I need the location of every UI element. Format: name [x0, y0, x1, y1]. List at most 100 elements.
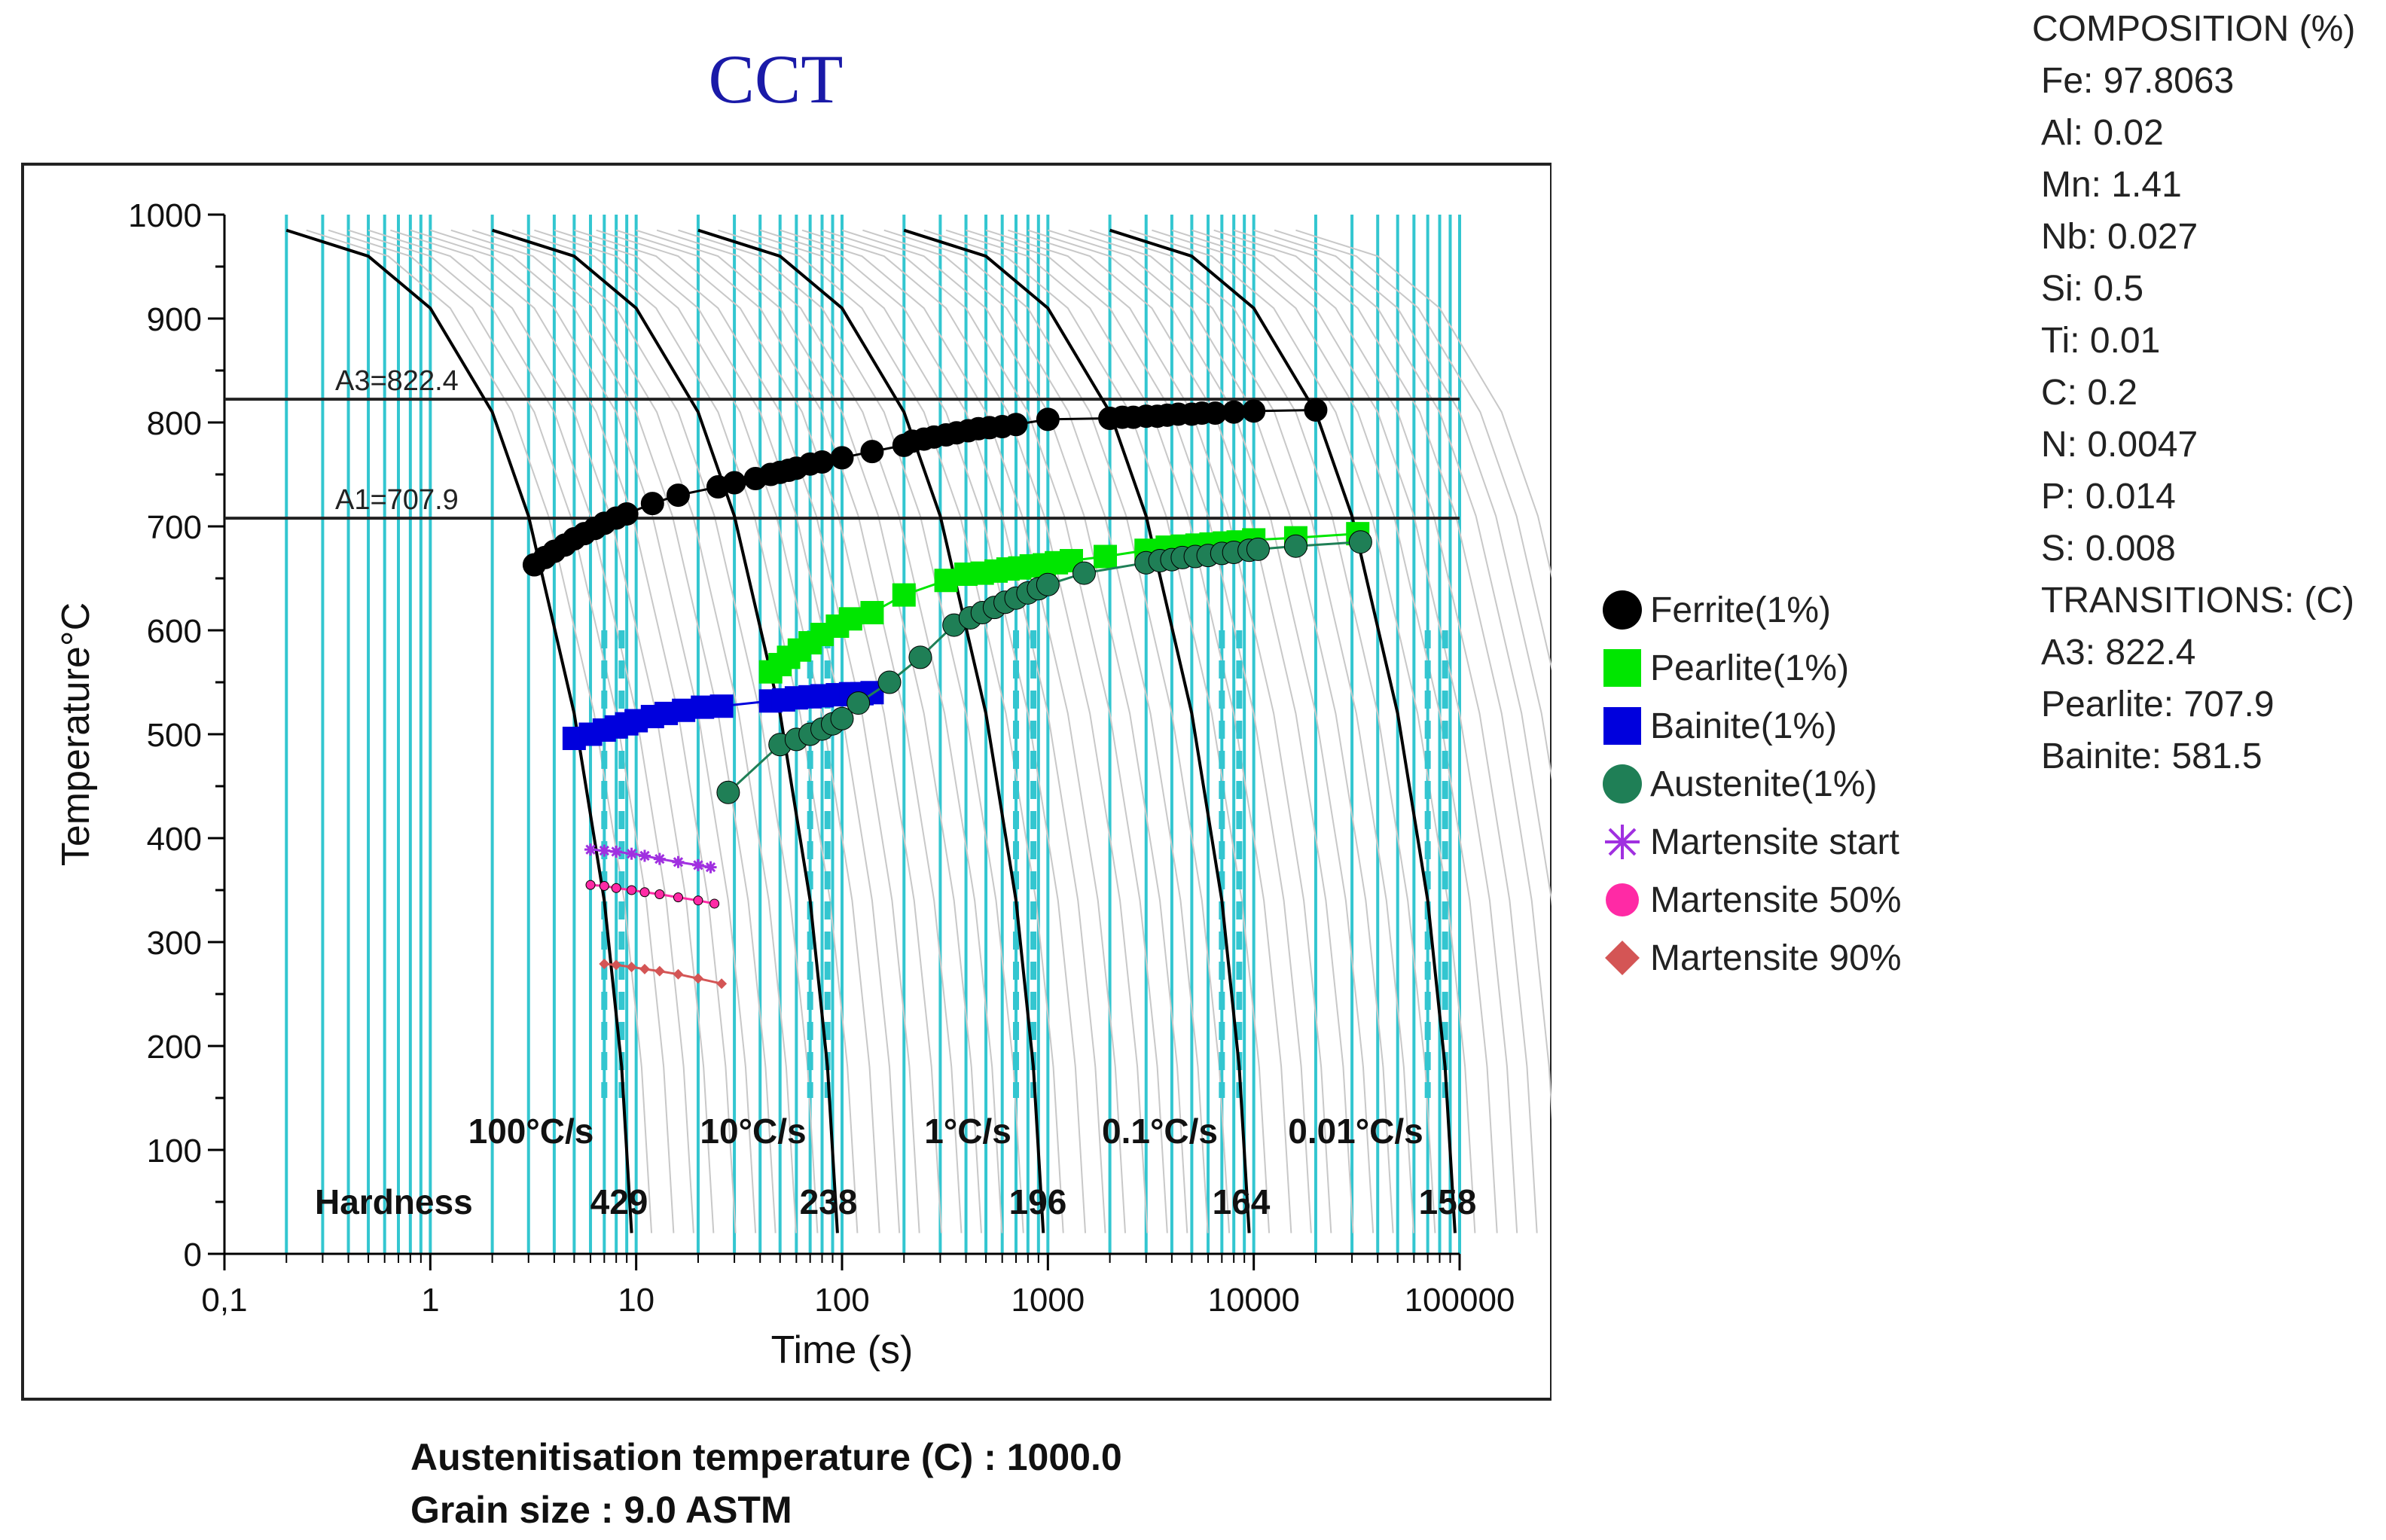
x-tick-label: 10000 [1207, 1282, 1299, 1319]
x-tick-label: 0,1 [201, 1282, 247, 1319]
data-point [830, 446, 854, 470]
data-point [673, 892, 683, 903]
background-cooling-curve [1129, 229, 1476, 1234]
legend-item: Pearlite(1%) [1600, 642, 1849, 694]
background-cooling-curve [1048, 229, 1394, 1234]
legend-item: Martensite start [1600, 816, 1899, 868]
data-point [599, 958, 610, 969]
data-point [639, 887, 650, 898]
background-cooling-curve [410, 229, 757, 1234]
background-cooling-curve [966, 229, 1312, 1234]
background-cooling-curve [862, 229, 1209, 1234]
background-cooling-curve [554, 229, 901, 1234]
data-point [1283, 534, 1307, 558]
data-point [610, 845, 623, 858]
legend-marker-shape [1603, 764, 1642, 804]
background-cooling-curve [1068, 229, 1415, 1234]
transition-item: Bainite: 581.5 [2041, 736, 2262, 776]
legend-label: Austenite(1%) [1650, 764, 1878, 804]
data-point [709, 694, 734, 718]
background-cooling-curve [328, 229, 675, 1234]
y-tick-label: 700 [147, 509, 202, 546]
cooling-curve [697, 228, 1045, 1234]
austenitisation-temperature: Austenitisation temperature (C) : 1000.0 [410, 1436, 1122, 1478]
legend-marker-shape [1605, 941, 1640, 975]
background-cooling-curve [534, 229, 880, 1234]
x-tick-label: 10 [618, 1282, 654, 1319]
y-axis-label: Temperature°C [54, 602, 98, 866]
y-tick-label: 100 [147, 1133, 202, 1169]
star-stroke [585, 844, 596, 855]
background-cooling-curve [822, 229, 1168, 1234]
x-tick-label: 1 [421, 1282, 439, 1319]
legend-label: Bainite(1%) [1650, 706, 1838, 746]
reference-line-label: A1=707.9 [335, 484, 459, 516]
data-point [653, 852, 666, 865]
legend-marker-shape [1603, 590, 1642, 630]
background-cooling-curve [430, 229, 777, 1234]
background-cooling-curve [1191, 229, 1538, 1234]
x-tick-label: 1000 [1011, 1282, 1085, 1319]
data-point [625, 847, 638, 860]
footer-info: Austenitisation temperature (C) : 1000.0… [410, 1431, 1122, 1536]
background-cooling-curve [1295, 229, 1552, 578]
background-cooling-curve [1089, 229, 1436, 1234]
legend-marker [1603, 764, 1642, 804]
legend-label: Ferrite(1%) [1650, 590, 1832, 630]
reference-line-label: A3=822.4 [335, 365, 459, 397]
hardness-value: 196 [1009, 1182, 1067, 1221]
star-stroke [639, 850, 650, 861]
x-tick-label: 100000 [1405, 1282, 1515, 1319]
background-cooling-curve [718, 229, 1064, 1234]
data-point [709, 898, 720, 909]
background-cooling-curve [1027, 229, 1375, 1234]
data-point [838, 607, 862, 631]
data-point [585, 880, 596, 890]
legend-item: Austenite(1%) [1600, 758, 1877, 810]
legend-label: Martensite 90% [1650, 938, 1902, 978]
data-point [1348, 530, 1372, 554]
composition-item: Nb: 0.027 [2041, 217, 2198, 257]
cooling-curve [492, 228, 839, 1234]
data-point [692, 973, 703, 984]
data-point [611, 883, 621, 893]
legend-marker-shape [1603, 707, 1641, 745]
data-point [1242, 399, 1266, 423]
data-point [638, 849, 651, 862]
legend-item: Martensite 90% [1600, 932, 1902, 984]
data-point [672, 855, 685, 868]
background-cooling-curve [945, 229, 1292, 1234]
composition-item: Al: 0.02 [2041, 113, 2164, 153]
data-point [1004, 413, 1028, 437]
legend-marker [1603, 590, 1642, 630]
legend-marker-shape [1606, 883, 1639, 916]
background-cooling-curve [1213, 229, 1552, 1121]
cooling-rate-label: 0.1°C/s [1102, 1112, 1218, 1151]
background-cooling-curve [678, 229, 1024, 1234]
background-cooling-curve [740, 229, 1087, 1234]
background-cooling-curve [656, 229, 1003, 1234]
legend-item: Martensite 50% [1600, 874, 1902, 926]
data-point [1222, 400, 1246, 424]
star-stroke [626, 849, 637, 859]
y-tick-label: 0 [184, 1237, 202, 1273]
data-point [693, 895, 703, 906]
y-tick-label: 300 [147, 925, 202, 962]
data-point [847, 691, 871, 715]
data-point [627, 885, 637, 895]
y-tick-label: 1000 [128, 197, 202, 234]
legend-marker [1603, 649, 1641, 687]
background-cooling-curve [1274, 229, 1552, 671]
background-cooling-curve [511, 229, 859, 1234]
cooling-curve [285, 228, 633, 1234]
star-stroke [673, 857, 684, 868]
background-cooling-curve [348, 229, 694, 1234]
data-point [722, 471, 746, 495]
composition-panel: COMPOSITION (%) Fe: 97.8063 Al: 0.02 Mn:… [2032, 3, 2355, 782]
x-axis-label: Time (s) [771, 1328, 914, 1372]
x-tick-label: 100 [814, 1282, 869, 1319]
composition-item: Ti: 0.01 [2041, 321, 2161, 361]
data-point [810, 450, 834, 474]
star-stroke [654, 853, 665, 865]
background-cooling-curve [883, 229, 1231, 1234]
